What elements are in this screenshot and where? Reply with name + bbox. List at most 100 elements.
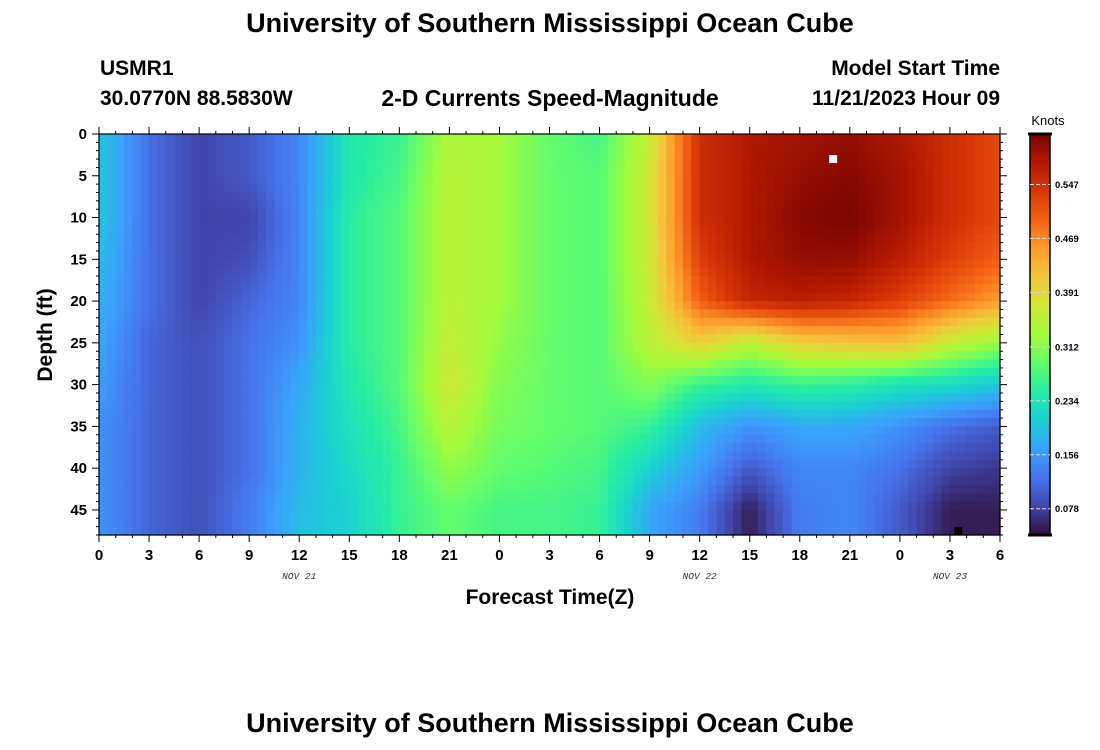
heatmap-cell: [390, 134, 400, 143]
heatmap-cell: [624, 192, 634, 202]
heatmap-cell: [549, 242, 559, 252]
heatmap-cell: [966, 234, 976, 244]
heatmap-cell: [524, 301, 534, 311]
heatmap-cell: [616, 175, 626, 185]
heatmap-cell: [265, 426, 275, 436]
heatmap-cell: [199, 167, 209, 177]
heatmap-cell: [708, 459, 717, 469]
heatmap-cell: [666, 167, 676, 177]
heatmap-cell: [557, 426, 567, 436]
heatmap-cell: [607, 392, 617, 402]
heatmap-cell: [232, 150, 242, 160]
heatmap-cell: [941, 184, 951, 194]
heatmap-cell: [165, 175, 175, 185]
heatmap-cell: [883, 326, 893, 336]
heatmap-cell: [991, 159, 1001, 169]
heatmap-cell: [541, 384, 551, 394]
heatmap-cell: [374, 476, 384, 486]
page-title: University of Southern Mississippi Ocean…: [246, 8, 854, 38]
heatmap-cell: [599, 150, 609, 160]
heatmap-cell: [899, 468, 909, 478]
heatmap-cell: [307, 426, 317, 436]
heatmap-cell: [582, 167, 592, 177]
heatmap-cell: [858, 301, 868, 311]
heatmap-cell: [224, 468, 234, 478]
heatmap-cell: [874, 150, 884, 160]
heatmap-cell: [207, 250, 217, 260]
heatmap-cell: [624, 351, 634, 361]
heatmap-cell: [916, 267, 926, 277]
heatmap-cell: [157, 242, 167, 252]
heatmap-cell: [924, 276, 934, 285]
heatmap-cell: [966, 184, 976, 194]
heatmap-cell: [132, 301, 142, 311]
heatmap-cell: [607, 443, 617, 453]
heatmap-cell: [99, 134, 108, 143]
heatmap-cell: [532, 159, 542, 169]
heatmap-cell: [132, 418, 142, 427]
heatmap-cell: [274, 501, 284, 511]
heatmap-cell: [699, 493, 709, 503]
heatmap-cell: [157, 200, 167, 210]
heatmap-cell: [808, 292, 818, 302]
heatmap-cell: [966, 476, 976, 486]
heatmap-cell: [240, 443, 250, 453]
heatmap-cell: [365, 184, 375, 194]
heatmap-cell: [249, 284, 259, 294]
heatmap-cell: [866, 426, 876, 436]
heatmap-cell: [724, 200, 734, 210]
heatmap-cell: [891, 301, 901, 311]
heatmap-cell: [599, 342, 609, 352]
heatmap-cell: [724, 493, 734, 503]
heatmap-cell: [666, 509, 676, 519]
heatmap-cell: [390, 351, 400, 361]
heatmap-cell: [591, 242, 601, 252]
heatmap-cell: [624, 509, 634, 519]
heatmap-cell: [224, 501, 234, 511]
heatmap-cell: [441, 250, 450, 260]
heatmap-cell: [699, 451, 709, 461]
heatmap-cell: [232, 509, 242, 519]
heatmap-cell: [674, 342, 684, 352]
heatmap-cell: [466, 367, 476, 377]
heatmap-cell: [824, 509, 834, 519]
heatmap-cell: [733, 184, 742, 194]
heatmap-cell: [657, 159, 667, 169]
heatmap-cell: [708, 309, 717, 319]
heatmap-cell: [958, 250, 968, 260]
heatmap-cell: [824, 434, 834, 444]
heatmap-cell: [541, 267, 551, 277]
heatmap-cell: [416, 150, 425, 160]
heatmap-cell: [699, 142, 709, 152]
heatmap-cell: [274, 409, 284, 419]
heatmap-cell: [849, 134, 859, 143]
heatmap-cell: [107, 159, 117, 169]
heatmap-cell: [474, 326, 484, 336]
heatmap-cell: [424, 250, 434, 260]
heatmap-cell: [657, 209, 667, 219]
heatmap-cell: [833, 217, 843, 227]
heatmap-cell: [966, 200, 976, 210]
heatmap-cell: [758, 250, 767, 260]
heatmap-cell: [265, 267, 275, 277]
heatmap-cell: [624, 443, 634, 453]
heatmap-cell: [390, 267, 400, 277]
heatmap-cell: [858, 209, 868, 219]
heatmap-cell: [115, 493, 125, 503]
heatmap-cell: [708, 392, 717, 402]
heatmap-cell: [457, 159, 467, 169]
heatmap-cell: [749, 159, 759, 169]
heatmap-cell: [174, 342, 184, 352]
heatmap-cell: [290, 150, 300, 160]
heatmap-cell: [357, 359, 367, 369]
heatmap-cell: [666, 301, 676, 311]
heatmap-cell: [99, 468, 108, 478]
heatmap-cell: [874, 184, 884, 194]
heatmap-cell: [332, 426, 342, 436]
heatmap-cell: [524, 443, 534, 453]
heatmap-cell: [866, 392, 876, 402]
heatmap-cell: [441, 259, 450, 269]
heatmap-cell: [207, 468, 217, 478]
heatmap-cell: [174, 401, 184, 411]
heatmap-cell: [958, 259, 968, 269]
